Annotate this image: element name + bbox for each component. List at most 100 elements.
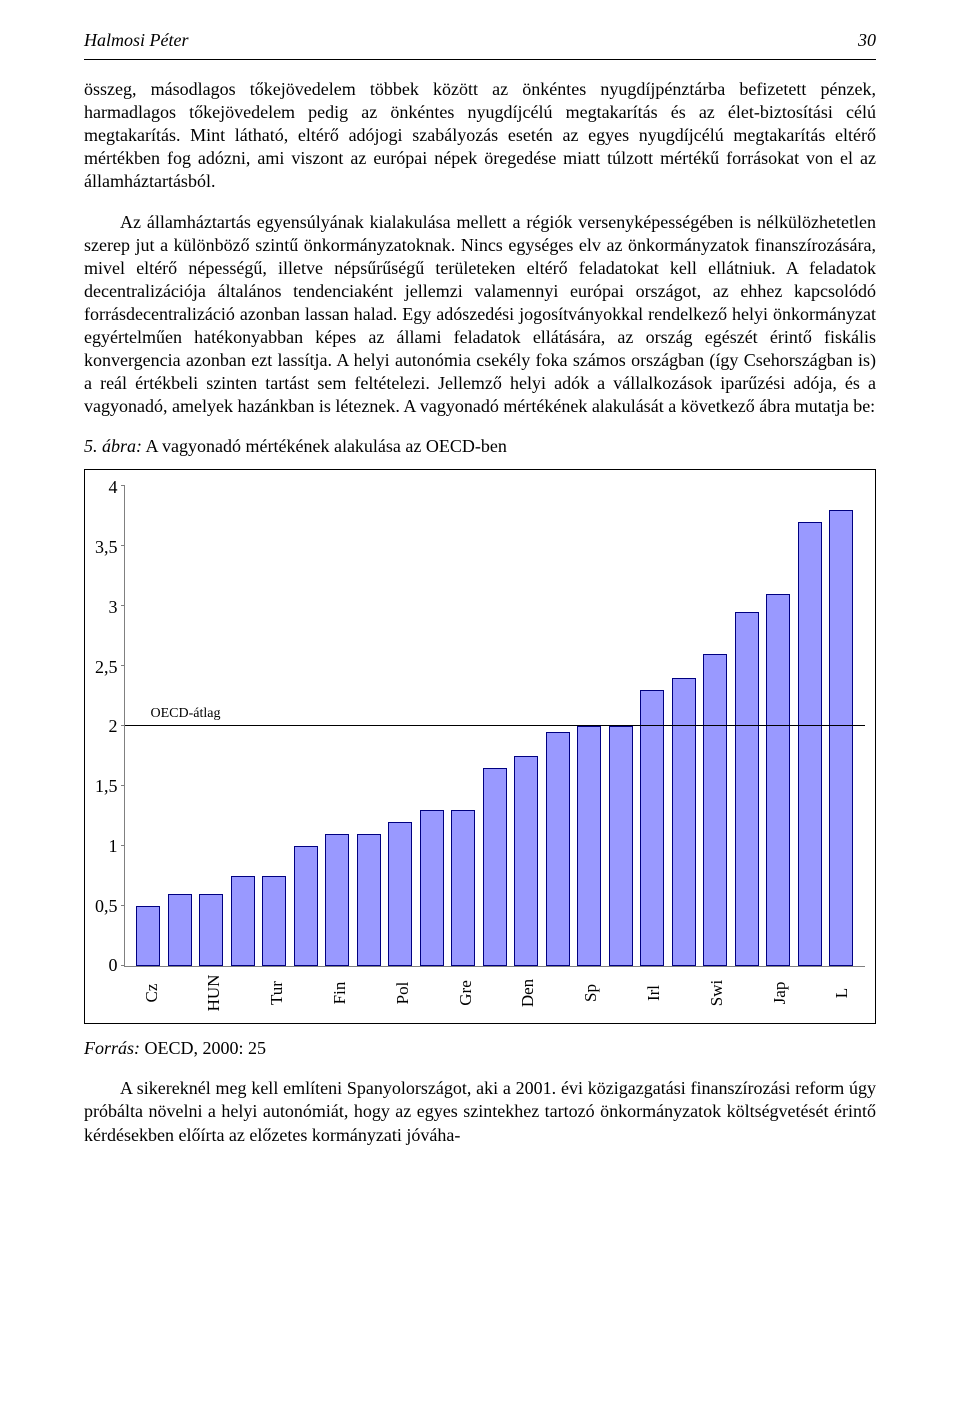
bar bbox=[136, 906, 160, 966]
bar-slot bbox=[227, 486, 259, 966]
bar-slot bbox=[448, 486, 480, 966]
bar bbox=[577, 726, 601, 966]
y-tick bbox=[121, 905, 125, 906]
x-label-slot: Swi bbox=[700, 971, 731, 1015]
bar bbox=[357, 834, 381, 966]
plot-area: OECD-átlag bbox=[124, 486, 866, 967]
page-header: Halmosi Péter 30 bbox=[84, 30, 876, 51]
bar bbox=[199, 894, 223, 966]
bar-slot bbox=[164, 486, 196, 966]
y-tick bbox=[121, 605, 125, 606]
bar bbox=[325, 834, 349, 966]
x-label-slot bbox=[480, 971, 511, 1015]
bar-slot bbox=[353, 486, 385, 966]
bar bbox=[609, 726, 633, 966]
bar-slot bbox=[322, 486, 354, 966]
bar bbox=[829, 510, 853, 966]
x-label-slot: Cz bbox=[135, 971, 166, 1015]
figure-source: Forrás: OECD, 2000: 25 bbox=[84, 1038, 876, 1059]
x-label-slot bbox=[794, 971, 825, 1015]
source-label: Forrás: bbox=[84, 1038, 140, 1058]
paragraph-2: Az államháztartás egyensúlyának kialakul… bbox=[84, 211, 876, 418]
figure-title-text: A vagyonadó mértékének alakulása az OECD… bbox=[146, 436, 507, 456]
bar-slot bbox=[605, 486, 637, 966]
oecd-average-label: OECD-átlag bbox=[151, 706, 221, 722]
bar-slot bbox=[763, 486, 795, 966]
x-label-slot: Jap bbox=[763, 971, 794, 1015]
x-label-slot: Tur bbox=[261, 971, 292, 1015]
bar-slot bbox=[731, 486, 763, 966]
bar bbox=[420, 810, 444, 966]
y-tick-label: 1 bbox=[109, 836, 118, 857]
page: Halmosi Péter 30 összeg, másodlagos tőke… bbox=[0, 0, 960, 1421]
x-label-slot: Gre bbox=[449, 971, 480, 1015]
bar bbox=[231, 876, 255, 966]
bar bbox=[514, 756, 538, 966]
x-label-slot: L bbox=[826, 971, 857, 1015]
figure-label: 5. ábra: bbox=[84, 436, 142, 456]
x-label-slot: Sp bbox=[574, 971, 605, 1015]
y-tick bbox=[121, 545, 125, 546]
oecd-average-line bbox=[125, 725, 866, 726]
author-name: Halmosi Péter bbox=[84, 30, 188, 51]
bar-slot bbox=[479, 486, 511, 966]
y-tick-label: 3 bbox=[109, 597, 118, 618]
bar-slot bbox=[668, 486, 700, 966]
bar bbox=[798, 522, 822, 966]
bars-container bbox=[125, 486, 866, 966]
source-text: OECD, 2000: 25 bbox=[145, 1038, 267, 1058]
bar bbox=[546, 732, 570, 966]
bar-slot bbox=[637, 486, 669, 966]
y-tick-label: 2 bbox=[109, 716, 118, 737]
x-label-slot bbox=[166, 971, 197, 1015]
bar-slot bbox=[794, 486, 826, 966]
bar-slot bbox=[511, 486, 543, 966]
bar-slot bbox=[700, 486, 732, 966]
y-tick bbox=[121, 785, 125, 786]
bar-slot bbox=[416, 486, 448, 966]
y-tick bbox=[121, 485, 125, 486]
y-tick bbox=[121, 665, 125, 666]
x-label-slot bbox=[543, 971, 574, 1015]
bar bbox=[766, 594, 790, 966]
bar bbox=[294, 846, 318, 966]
bar bbox=[640, 690, 664, 966]
bar bbox=[168, 894, 192, 966]
paragraph-3: A sikereknél meg kell említeni Spanyolor… bbox=[84, 1077, 876, 1146]
bar bbox=[672, 678, 696, 966]
bar-slot bbox=[290, 486, 322, 966]
y-tick-label: 0,5 bbox=[95, 896, 118, 917]
x-label-slot bbox=[229, 971, 260, 1015]
bar bbox=[703, 654, 727, 966]
y-axis-labels: 43,532,521,510,50 bbox=[95, 477, 124, 976]
bar bbox=[262, 876, 286, 966]
plot-wrap: 43,532,521,510,50 OECD-átlag bbox=[95, 486, 865, 967]
bar-slot bbox=[542, 486, 574, 966]
figure-caption: 5. ábra: A vagyonadó mértékének alakulás… bbox=[84, 436, 876, 457]
y-tick-label: 1,5 bbox=[95, 776, 118, 797]
y-tick-label: 4 bbox=[109, 477, 118, 498]
x-label-slot: Pol bbox=[386, 971, 417, 1015]
x-label-slot bbox=[292, 971, 323, 1015]
x-label-slot bbox=[669, 971, 700, 1015]
bar-slot bbox=[826, 486, 858, 966]
y-tick-label: 2,5 bbox=[95, 657, 118, 678]
x-label-slot bbox=[355, 971, 386, 1015]
bar-slot bbox=[385, 486, 417, 966]
bar bbox=[735, 612, 759, 966]
x-label-slot bbox=[418, 971, 449, 1015]
bar-slot bbox=[196, 486, 228, 966]
x-label-slot bbox=[731, 971, 762, 1015]
x-label-slot: HUN bbox=[198, 971, 229, 1015]
bar bbox=[483, 768, 507, 966]
x-label-slot: Irl bbox=[637, 971, 668, 1015]
page-number: 30 bbox=[858, 30, 876, 51]
x-label-slot: Den bbox=[512, 971, 543, 1015]
paragraph-1: összeg, másodlagos tőkejövedelem többek … bbox=[84, 78, 876, 193]
bar bbox=[388, 822, 412, 966]
x-axis-labels: Cz HUN Tur Fin Pol Gre Den Sp Irl Swi Jap L bbox=[127, 971, 865, 1015]
y-tick bbox=[121, 965, 125, 966]
x-label-slot: Fin bbox=[323, 971, 354, 1015]
y-tick-label: 3,5 bbox=[95, 537, 118, 558]
bar-slot bbox=[259, 486, 291, 966]
